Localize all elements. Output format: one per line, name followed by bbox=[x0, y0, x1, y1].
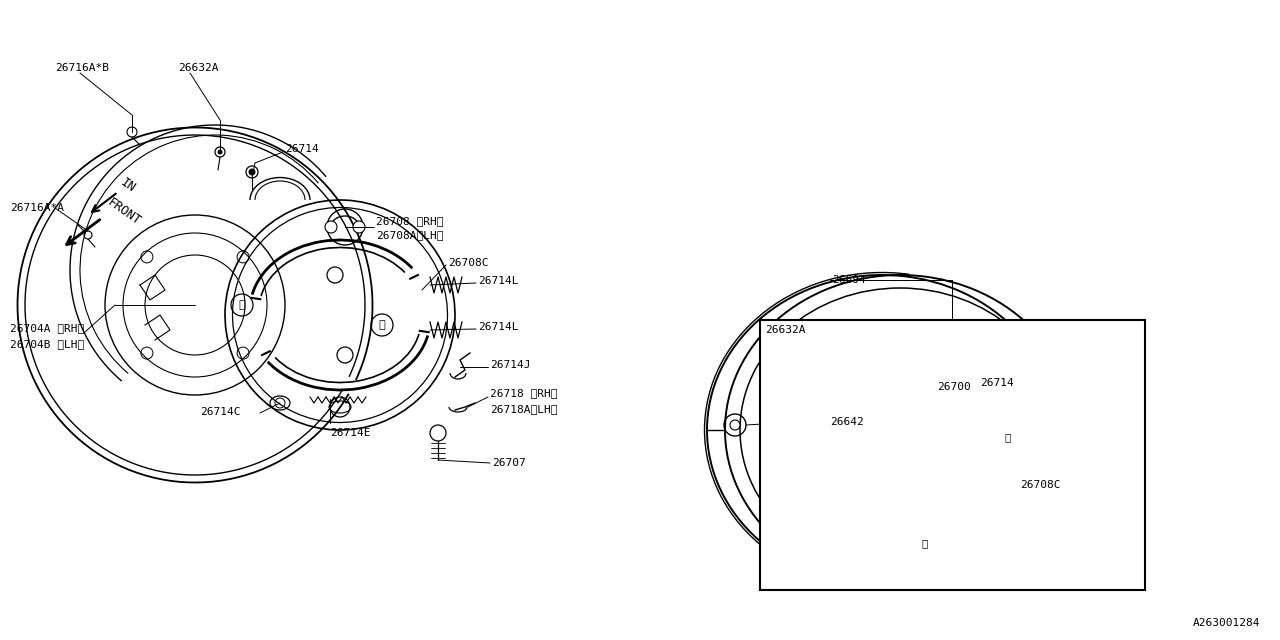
Text: 26632A: 26632A bbox=[178, 63, 219, 73]
Circle shape bbox=[730, 420, 740, 430]
Text: ①: ① bbox=[1005, 432, 1011, 442]
Text: 26632A: 26632A bbox=[765, 325, 805, 335]
Text: 26700: 26700 bbox=[937, 382, 970, 392]
Text: 26714L: 26714L bbox=[477, 322, 518, 332]
Text: 26716A*B: 26716A*B bbox=[55, 63, 109, 73]
Text: 26704A 〈RH〉: 26704A 〈RH〉 bbox=[10, 323, 84, 333]
Text: IN: IN bbox=[118, 175, 138, 195]
Text: 26694: 26694 bbox=[832, 275, 865, 285]
Text: 26718 〈RH〉: 26718 〈RH〉 bbox=[490, 388, 558, 398]
Text: 26714L: 26714L bbox=[477, 276, 518, 286]
Circle shape bbox=[977, 407, 983, 413]
Circle shape bbox=[250, 169, 255, 175]
Text: ①: ① bbox=[238, 300, 246, 310]
Text: 26714C: 26714C bbox=[200, 407, 241, 417]
Text: 26707: 26707 bbox=[492, 458, 526, 468]
Text: 26708 〈RH〉: 26708 〈RH〉 bbox=[376, 216, 443, 226]
Circle shape bbox=[353, 221, 365, 233]
Text: 26708C: 26708C bbox=[1020, 480, 1061, 490]
Text: 26718A〈LH〉: 26718A〈LH〉 bbox=[490, 404, 558, 414]
Text: 26704B 〈LH〉: 26704B 〈LH〉 bbox=[10, 339, 84, 349]
Text: 26714J: 26714J bbox=[490, 360, 530, 370]
Circle shape bbox=[858, 431, 861, 435]
Text: FRONT: FRONT bbox=[105, 196, 143, 228]
Text: 26642: 26642 bbox=[829, 417, 864, 427]
Text: 26714: 26714 bbox=[980, 378, 1014, 388]
Text: 26708A〈LH〉: 26708A〈LH〉 bbox=[376, 230, 443, 240]
Text: 26708C: 26708C bbox=[448, 258, 489, 268]
Circle shape bbox=[325, 221, 337, 233]
Text: 26716A*A: 26716A*A bbox=[10, 203, 64, 213]
Text: 26714: 26714 bbox=[285, 144, 319, 154]
Circle shape bbox=[218, 150, 221, 154]
Text: 26714E: 26714E bbox=[330, 428, 370, 438]
Bar bbox=[760, 320, 1146, 590]
Text: ①: ① bbox=[922, 538, 928, 548]
Text: ①: ① bbox=[379, 320, 385, 330]
Text: A263001284: A263001284 bbox=[1193, 618, 1260, 628]
